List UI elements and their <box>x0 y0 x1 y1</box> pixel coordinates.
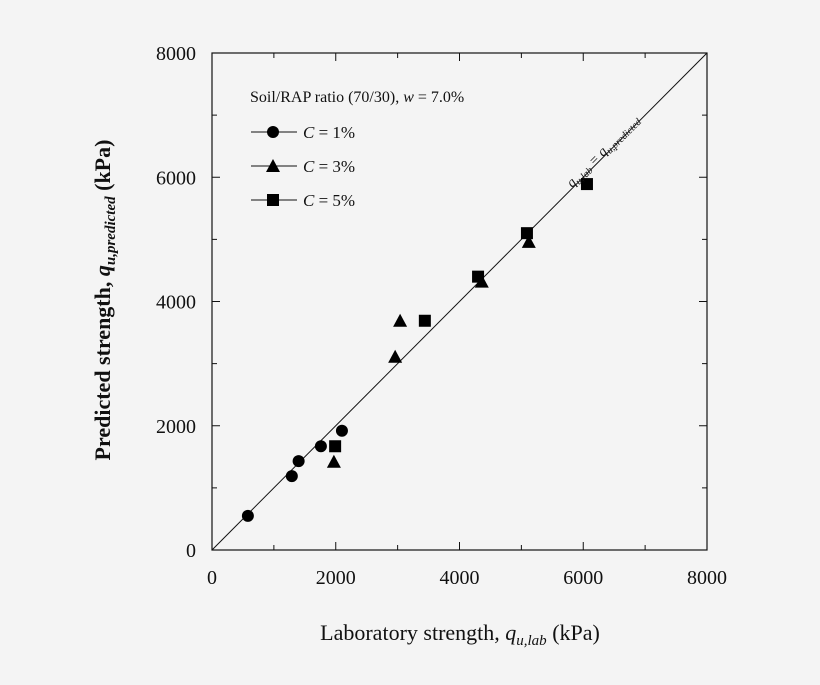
data-point-circle <box>292 455 305 468</box>
legend-label: C = 1% <box>303 123 355 142</box>
legend-marker-circle <box>267 126 279 138</box>
y-tick-label: 2000 <box>156 416 196 438</box>
data-point-triangle <box>326 454 341 468</box>
legend-marker-square <box>267 194 279 206</box>
legend-label: C = 3% <box>303 157 355 176</box>
legend: Soil/RAP ratio (70/30), w = 7.0% C = 1% C… <box>250 89 464 210</box>
data-point-triangle <box>521 234 536 248</box>
x-tick-label: 8000 <box>687 567 727 589</box>
y-axis-label: Predicted strength, qu,predicted (kPa) <box>90 140 119 461</box>
reference-line-label: qu,lab = qu,predicted <box>564 112 644 192</box>
y-tick-label: 8000 <box>156 43 196 65</box>
y-tick-label: 0 <box>186 540 196 562</box>
x-tick-label: 6000 <box>563 567 603 589</box>
data-point-square <box>520 227 533 240</box>
data-point-circle <box>314 440 327 453</box>
x-tick-label: 0 <box>207 567 217 589</box>
x-tick-label: 4000 <box>440 567 480 589</box>
data-point-triangle <box>388 349 403 363</box>
legend-title: Soil/RAP ratio (70/30), w = 7.0% <box>250 89 464 106</box>
data-point-circle <box>335 424 348 437</box>
x-tick-label: 2000 <box>316 567 356 589</box>
data-point-square <box>418 314 431 327</box>
data-point-circle <box>285 470 298 483</box>
y-tick-label: 4000 <box>156 292 196 314</box>
data-point-triangle <box>393 313 408 327</box>
data-point-square <box>472 270 485 283</box>
y-tick-label: 6000 <box>156 167 196 189</box>
data-point-square <box>580 178 593 191</box>
legend-label: C = 5% <box>303 191 355 210</box>
legend-marker-triangle <box>266 159 280 172</box>
data-point-circle <box>241 509 254 522</box>
data-point-square <box>329 440 342 453</box>
x-axis-label: Laboratory strength, qu,lab (kPa) <box>320 620 600 649</box>
reference-line <box>211 52 708 551</box>
